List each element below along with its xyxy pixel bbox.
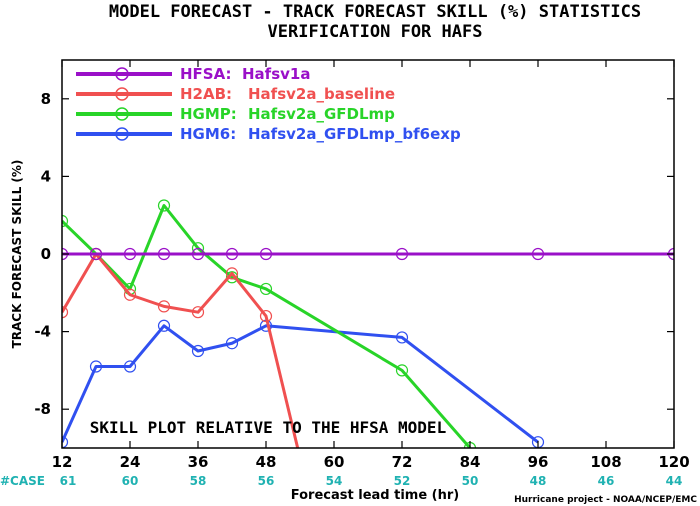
legend-marker [115,67,129,81]
case-count: 48 [530,474,547,488]
data-point [157,319,171,332]
legend: HFSA: Hafsv1a H2AB: Hafsv2a_baseline HGMP: Ha… [76,65,461,143]
data-point [123,247,137,261]
data-point [157,199,171,212]
series-hgm6 [62,319,545,448]
data-point [259,309,273,323]
x-tick-label: 96 [528,453,549,471]
case-count-label: #CASE [0,474,45,488]
case-count: 56 [258,474,275,488]
series-line [62,324,539,444]
y-tick-label: -8 [34,400,51,418]
legend-code: H2AB: [180,85,232,103]
data-point [395,247,409,261]
y-tick-label: 4 [41,167,51,185]
case-count: 61 [60,474,77,488]
data-point [123,288,137,301]
x-axis-label: Forecast lead time (hr) [291,488,459,503]
x-tick-label: 60 [324,453,345,471]
data-point [225,247,239,261]
x-tick-label: 84 [460,453,481,471]
data-point [89,360,103,373]
y-tick-label: -4 [34,323,51,341]
series-line [62,252,300,448]
legend-code: HFSA: [180,65,232,83]
data-point [89,247,103,261]
data-point [259,247,273,261]
data-point [62,214,69,228]
legend-entry: HFSA: Hafsv1a [76,65,310,83]
y-tick-label: 8 [41,90,51,108]
data-point [395,364,409,377]
legend-entry: HGM6: Hafsv2a_GFDLmp_bf6exp [76,125,461,143]
case-count: 44 [666,474,683,488]
data-point [395,331,409,344]
series-hfsa [62,247,674,261]
credit-text: Hurricane project - NOAA/NCEP/EMC [514,495,697,505]
legend-desc: Hafsv2a_GFDLmp_bf6exp [248,125,461,143]
x-tick-label: 24 [120,453,141,471]
data-point [123,360,137,373]
data-point [62,436,69,448]
x-tick-label: 48 [256,453,277,471]
data-point [191,247,205,261]
legend-marker [115,107,129,121]
x-tick-label: 72 [392,453,413,471]
legend-desc: Hafsv1a [242,65,310,83]
case-count: 46 [598,474,615,488]
y-axis-label: TRACK FORECAST SKILL (%) [10,160,24,349]
axis-layer: 1261246036584856605472528450964810846120… [34,60,690,488]
x-tick-label: 120 [658,453,689,471]
skill-annotation: SKILL PLOT RELATIVE TO THE HFSA MODEL [90,418,446,437]
case-count: 52 [394,474,411,488]
x-tick-label: 12 [52,453,73,471]
data-point [62,306,69,319]
data-point [531,247,545,261]
legend-code: HGM6: [180,125,236,143]
data-point [191,306,205,319]
legend-marker [115,127,129,141]
legend-code: HGMP: [180,105,237,123]
chart-title-line1: MODEL FORECAST - TRACK FORECAST SKILL (%… [109,2,641,22]
case-count: 50 [462,474,479,488]
case-count: 60 [122,474,139,488]
x-tick-label: 108 [590,453,621,471]
data-point [295,452,306,463]
legend-desc: Hafsv2a_GFDLmp [248,105,395,123]
x-tick-label: 36 [188,453,209,471]
legend-entry: H2AB: Hafsv2a_baseline [76,85,395,103]
y-tick-label: 0 [41,245,51,263]
legend-entry: HGMP: Hafsv2a_GFDLmp [76,105,395,123]
chart-title-line2: VERIFICATION FOR HAFS [268,22,483,42]
data-point [225,337,239,350]
legend-desc: Hafsv2a_baseline [248,85,395,103]
data-point [225,267,239,280]
data-point [259,282,273,296]
data-point [157,247,171,261]
case-count: 54 [326,474,343,488]
data-point [225,271,239,284]
legend-marker [115,87,129,101]
data-point [157,300,171,313]
case-count: 58 [190,474,207,488]
data-point [191,344,205,358]
